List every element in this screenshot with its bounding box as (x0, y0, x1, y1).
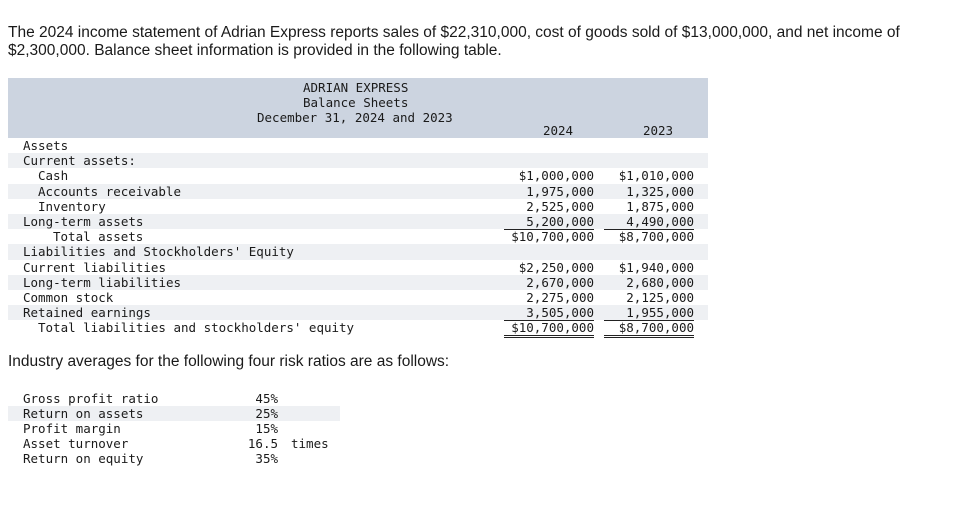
value-2023: 2,680,000 (626, 274, 694, 290)
statement-title: Balance Sheets (303, 95, 409, 110)
column-header-2023: 2023 (642, 123, 674, 138)
table-row: Cash $1,000,000 $1,010,000 (8, 168, 708, 183)
ratio-value: 45% (255, 391, 278, 406)
value-2024: 1,975,000 (526, 183, 594, 199)
balance-sheet-table: ADRIAN EXPRESS Balance Sheets December 3… (8, 78, 708, 339)
row-label: Accounts receivable (38, 183, 181, 199)
row-label: Cash (38, 168, 69, 184)
industry-averages-table: Gross profit ratio 45% Return on assets … (8, 391, 340, 466)
table-row: Inventory 2,525,000 1,875,000 (8, 199, 708, 214)
ratio-unit: times (291, 436, 329, 451)
company-name: ADRIAN EXPRESS (303, 80, 409, 95)
row-label: Current liabilities (23, 259, 166, 275)
value-2024: $2,250,000 (518, 259, 594, 275)
row-label: Long-term assets (23, 213, 144, 229)
table-row: Long-term assets 5,200,000 4,490,000 (8, 213, 708, 231)
value-2023: 1,325,000 (626, 183, 694, 199)
value-2023: $1,940,000 (618, 259, 694, 275)
table-row: Retained earnings 3,505,000 1,955,000 (8, 305, 708, 322)
table-row: Liabilities and Stockholders' Equity (8, 244, 708, 260)
ratio-label: Return on assets (23, 406, 144, 421)
table-row: Current assets: (8, 153, 708, 169)
table-row: Current liabilities $2,250,000 $1,940,00… (8, 260, 708, 275)
table-row: Profit margin 15% (8, 421, 340, 436)
table-row: Accounts receivable 1,975,000 1,325,000 (8, 183, 708, 199)
row-label: Retained earnings (23, 305, 151, 321)
value-2023: 1,875,000 (626, 198, 694, 214)
ratio-value: 25% (255, 406, 278, 421)
row-label: Total assets (53, 229, 144, 245)
value-2024: 2,670,000 (526, 274, 594, 290)
table-row: Assets (8, 138, 708, 153)
column-header-2024: 2024 (542, 123, 574, 138)
row-label: Long-term liabilities (23, 274, 182, 290)
ratio-value: 15% (255, 421, 278, 436)
table-header: ADRIAN EXPRESS Balance Sheets December 3… (8, 78, 708, 138)
ratio-label: Gross profit ratio (23, 391, 159, 406)
ratio-value: 16.5 (247, 436, 278, 451)
ratio-label: Profit margin (23, 421, 121, 436)
table-row: Asset turnover 16.5 times (8, 436, 340, 451)
row-label: Current assets: (23, 153, 136, 169)
value-2023: 4,490,000 (604, 214, 694, 231)
table-row: Total assets $10,700,000 $8,700,000 (8, 229, 708, 248)
ratio-label: Asset turnover (23, 436, 129, 451)
row-label: Liabilities and Stockholders' Equity (23, 244, 294, 260)
ratio-value: 35% (255, 451, 278, 466)
row-label: Assets (23, 138, 69, 153)
value-2024: 5,200,000 (504, 214, 594, 231)
value-2024: $1,000,000 (518, 168, 594, 184)
intro-paragraph: The 2024 income statement of Adrian Expr… (8, 24, 900, 59)
table-row: Common stock 2,275,000 2,125,000 (8, 290, 708, 305)
value-2023: $1,010,000 (618, 168, 694, 184)
value-2024: 3,505,000 (504, 305, 594, 322)
value-2023: $8,700,000 (604, 320, 694, 339)
value-2024: 2,525,000 (526, 198, 594, 214)
row-label: Inventory (38, 198, 106, 214)
ratio-label: Return on equity (23, 451, 144, 466)
industry-heading: Industry averages for the following four… (8, 353, 450, 370)
table-row: Return on assets 25% (8, 406, 340, 421)
table-row: Total liabilities and stockholders' equi… (8, 320, 708, 339)
table-row: Long-term liabilities 2,670,000 2,680,00… (8, 274, 708, 290)
row-label: Total liabilities and stockholders' equi… (38, 320, 355, 336)
statement-date: December 31, 2024 and 2023 (257, 110, 453, 125)
value-2024: $10,700,000 (504, 320, 594, 339)
value-2024: 2,275,000 (526, 289, 594, 305)
value-2023: 1,955,000 (604, 305, 694, 322)
table-row: Gross profit ratio 45% (8, 391, 340, 406)
table-row: Return on equity 35% (8, 451, 340, 466)
value-2023: 2,125,000 (626, 289, 694, 305)
row-label: Common stock (23, 289, 114, 305)
